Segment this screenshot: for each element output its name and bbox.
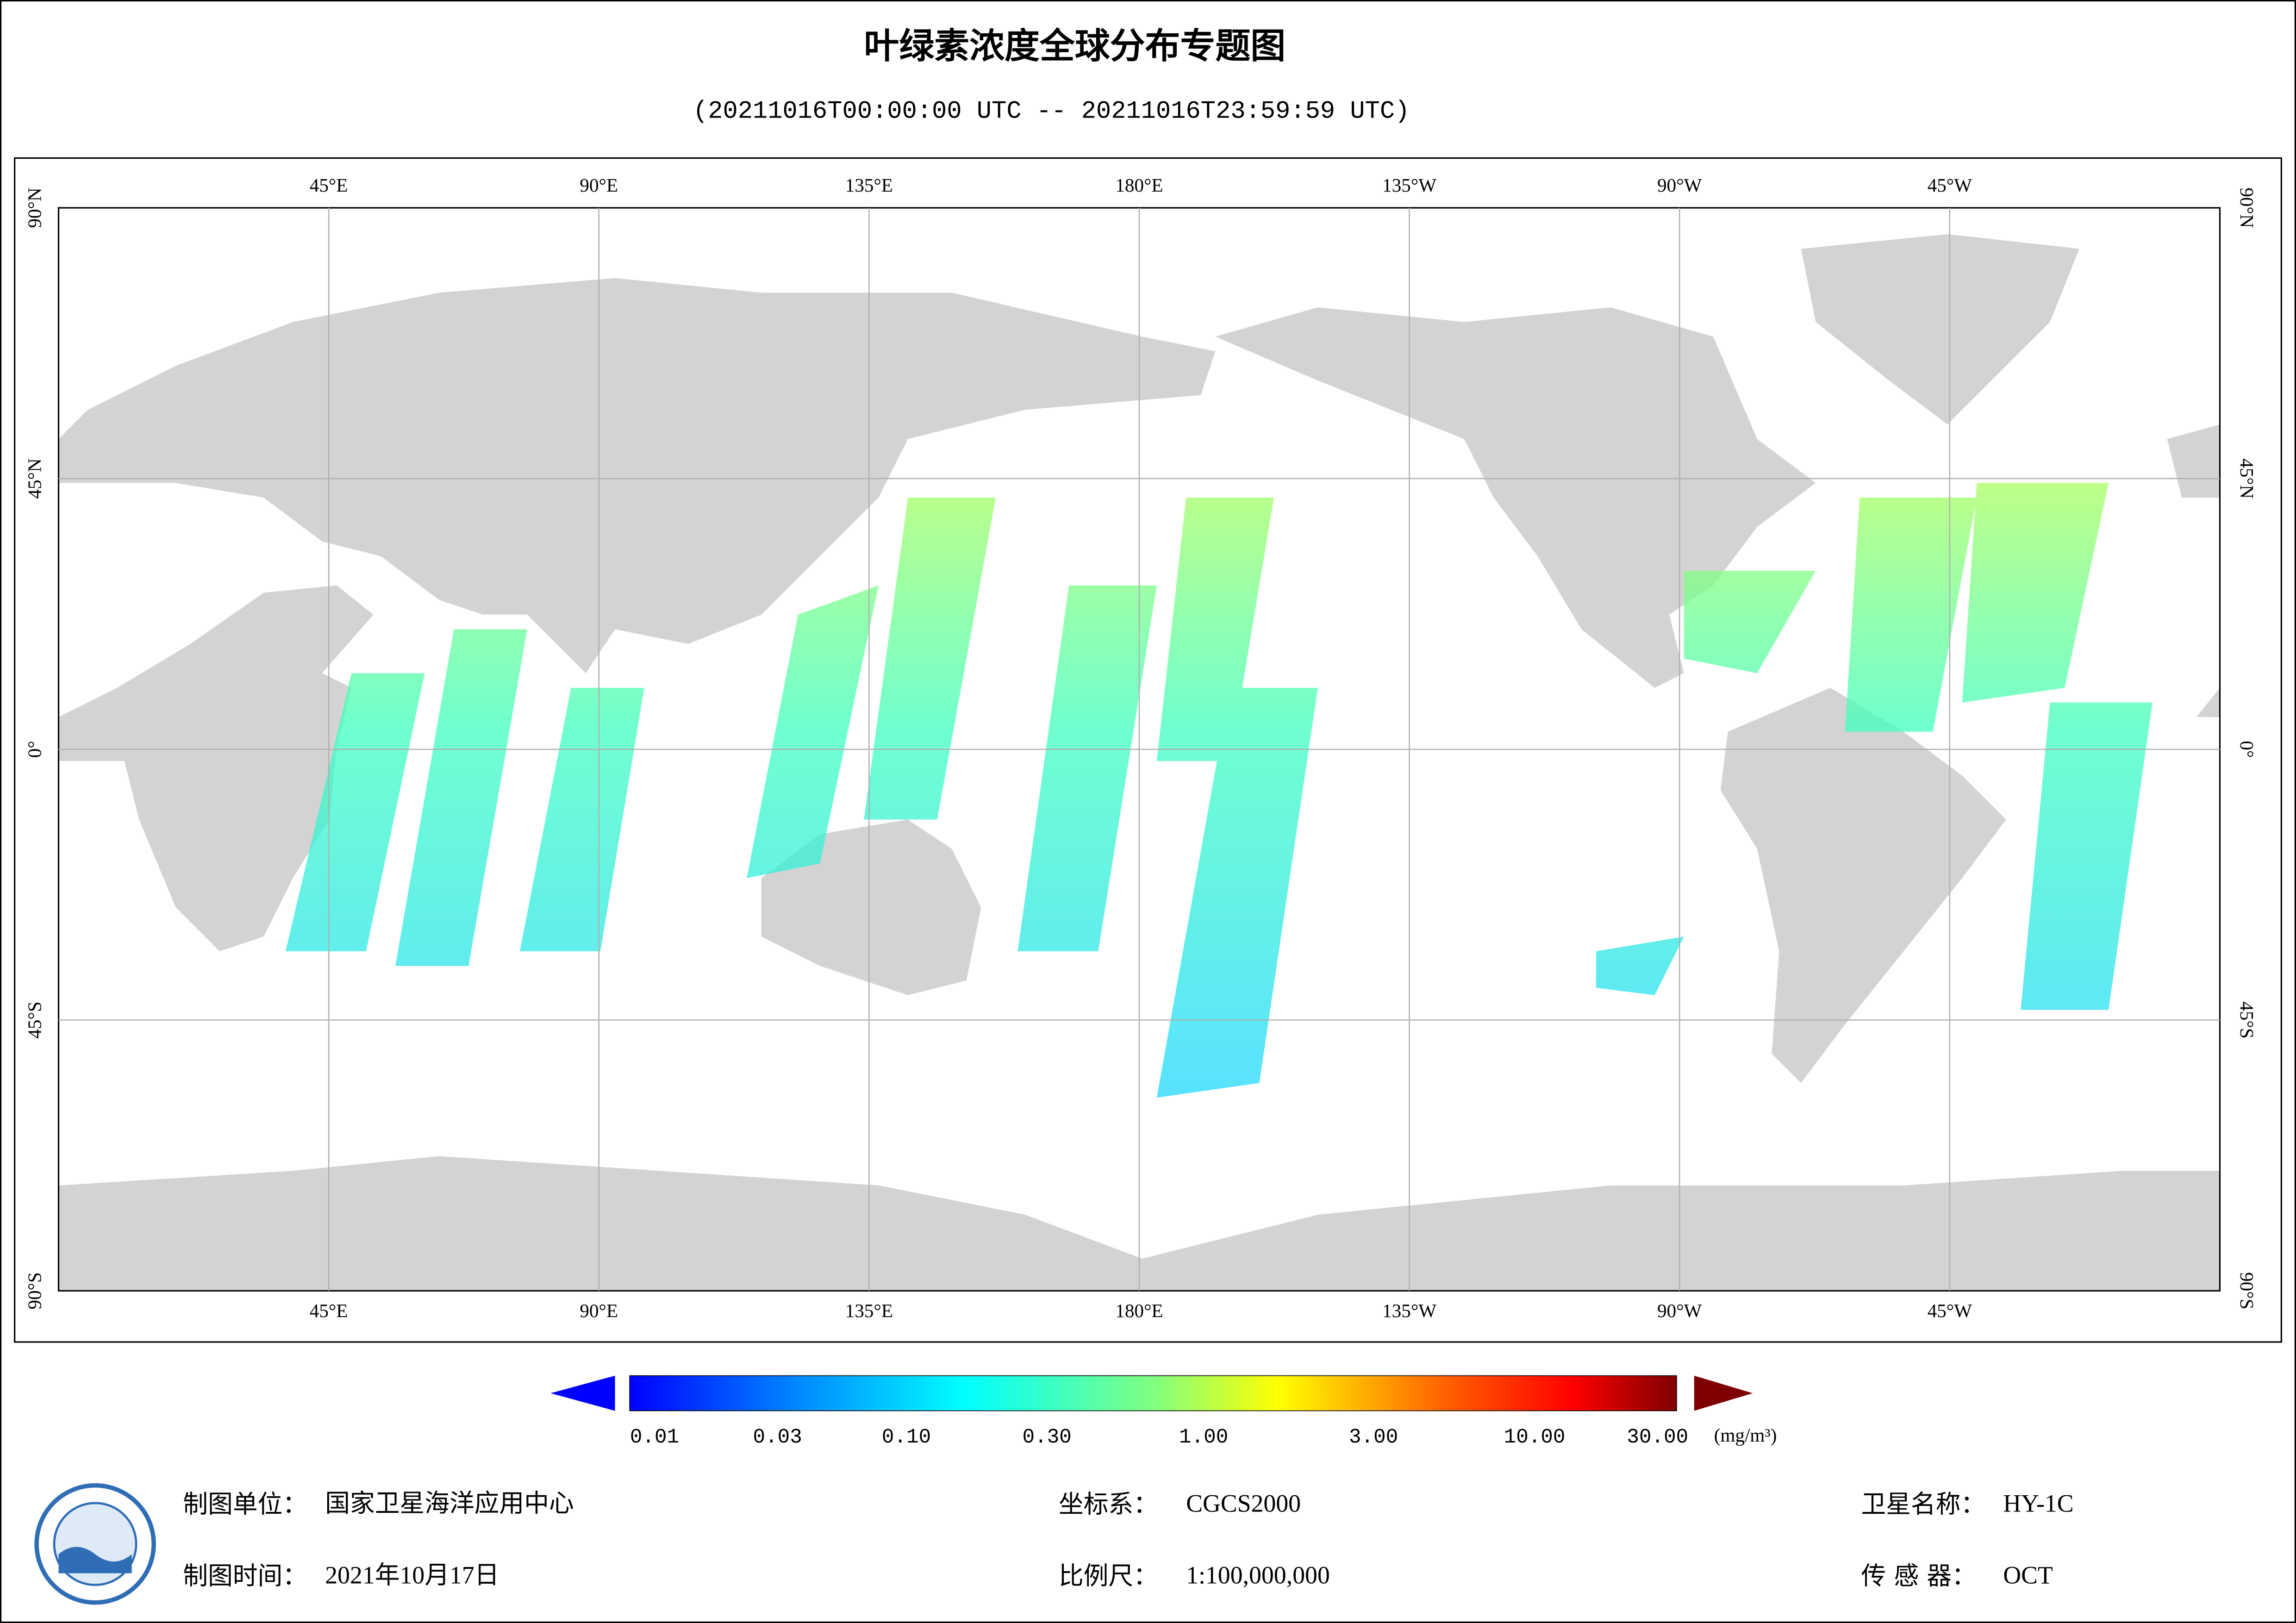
colorbar-label: 1.00 — [1179, 1426, 1228, 1449]
footer-satellite-label: 卫星名称： — [1861, 1490, 1986, 1519]
lat-label: 45°N — [24, 458, 45, 498]
colorbar-label: 0.10 — [882, 1426, 931, 1449]
subtitle: (20211016T00:00:00 UTC -- 20211016T23:59… — [693, 98, 1410, 126]
land — [58, 585, 374, 951]
footer-time-label: 制图时间： — [183, 1561, 307, 1591]
map-frame — [14, 157, 2282, 1343]
colorbar-label: 0.30 — [1023, 1426, 1072, 1449]
title: 叶绿素浓度全球分布专题图 — [864, 25, 1285, 66]
lat-label: 90°N — [24, 187, 45, 228]
lat-label: 90°S — [2236, 1272, 2258, 1309]
colorbar-over-arrow — [1694, 1375, 1753, 1411]
footer-unit-value: 国家卫星海洋应用中心 — [325, 1489, 574, 1517]
footer-time-value: 2021年10月17日 — [325, 1561, 499, 1589]
ocean-swath — [285, 483, 2153, 1098]
footer-crs-label: 坐标系： — [1059, 1490, 1158, 1519]
lon-label: 180°E — [1115, 174, 1163, 196]
lon-label: 135°W — [1382, 1300, 1436, 1321]
lon-label: 90°W — [1657, 174, 1702, 196]
footer-satellite-value: HY-1C — [2003, 1489, 2073, 1517]
land — [1215, 307, 1816, 688]
lon-label: 180°E — [1115, 1300, 1163, 1321]
lon-label: 45°E — [310, 174, 348, 196]
lat-label: 45°N — [2236, 458, 2258, 498]
lon-label: 135°E — [845, 1300, 893, 1321]
colorbar-label: 30.00 — [1627, 1426, 1688, 1449]
footer-sensor-label: 传 感 器： — [1861, 1561, 1977, 1591]
lon-label: 90°W — [1657, 1300, 1702, 1321]
colorbar-label: 0.01 — [630, 1426, 679, 1449]
lon-label: 135°W — [1382, 174, 1436, 196]
lat-label: 45°S — [2236, 1001, 2258, 1038]
lat-label: 0° — [24, 741, 45, 758]
footer-scale-label: 比例尺： — [1059, 1561, 1158, 1591]
colorbar — [629, 1375, 1677, 1412]
footer-crs-value: CGCS2000 — [1186, 1489, 1301, 1517]
lat-label: 0° — [2236, 741, 2258, 758]
lat-label: 90°S — [24, 1272, 45, 1309]
lon-label: 90°E — [580, 1300, 618, 1321]
lon-label: 45°W — [1928, 174, 1972, 196]
land — [58, 278, 1216, 673]
footer-sensor-value: OCT — [2003, 1561, 2053, 1589]
lon-label: 45°E — [310, 1300, 348, 1321]
lat-label: 45°S — [24, 1001, 45, 1038]
colorbar-label: 3.00 — [1349, 1426, 1398, 1449]
colorbar-label: 10.00 — [1504, 1426, 1566, 1449]
colorbar-unit: (mg/m³) — [1714, 1424, 1777, 1446]
map — [57, 207, 2221, 1292]
land — [1720, 688, 2006, 1083]
lat-label: 90°N — [2236, 187, 2258, 228]
land — [1801, 234, 2079, 425]
land — [2167, 424, 2220, 717]
lon-label: 135°E — [845, 174, 893, 196]
footer-unit-label: 制图单位： — [183, 1490, 307, 1519]
logo — [34, 1483, 156, 1605]
colorbar-label: 0.03 — [753, 1426, 802, 1449]
lon-label: 90°E — [580, 174, 618, 196]
lon-label: 45°W — [1928, 1300, 1972, 1321]
colorbar-under-arrow — [550, 1375, 615, 1411]
footer-scale-value: 1:100,000,000 — [1186, 1561, 1330, 1589]
